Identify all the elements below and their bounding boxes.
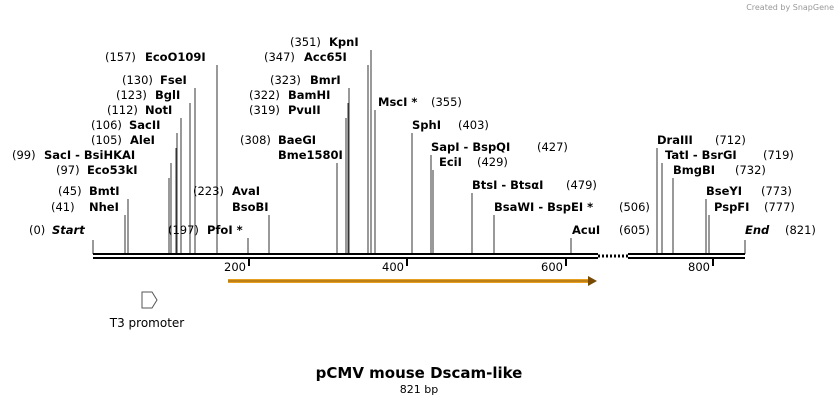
- site-position: (427): [537, 140, 568, 154]
- site-position: (712): [715, 133, 746, 147]
- site-name: Acc65I: [304, 50, 347, 64]
- site-name: DraIII: [657, 133, 693, 147]
- site-position: (773): [761, 184, 792, 198]
- site-name: BmrI: [310, 73, 341, 87]
- site-position: (322): [249, 88, 280, 102]
- site-name: Start: [52, 223, 85, 237]
- site-position: (777): [764, 200, 795, 214]
- ruler-label: 200: [224, 260, 246, 274]
- site-name: AvaI: [232, 184, 260, 198]
- site-position: (157): [105, 50, 136, 64]
- site-position: (308): [240, 133, 271, 147]
- site-position: (347): [264, 50, 295, 64]
- promoter-arrow: [141, 291, 158, 309]
- map-title: pCMV mouse Dscam-like: [316, 364, 523, 382]
- site-name: AleI: [130, 133, 155, 147]
- site-position: (355): [431, 95, 462, 109]
- site-position: (45): [58, 184, 82, 198]
- site-name: BsaWI - BspEI *: [494, 200, 593, 214]
- site-position: (112): [107, 103, 138, 117]
- site-name: SacII: [129, 118, 160, 132]
- site-name: EcoO109I: [145, 50, 206, 64]
- credit: Created by SnapGene: [746, 3, 834, 12]
- map-length: 821 bp: [400, 383, 438, 396]
- site-name: BtsI - BtsαI: [472, 178, 543, 192]
- site-name: BamHI: [288, 88, 330, 102]
- site-position: (99): [12, 148, 36, 162]
- site-name: BseYI: [706, 184, 742, 198]
- site-name: AcuI: [572, 223, 600, 237]
- site-position: (323): [270, 73, 301, 87]
- site-position: (479): [566, 178, 597, 192]
- site-position: (106): [91, 118, 122, 132]
- site-name: MscI *: [378, 95, 417, 109]
- site-position: (319): [249, 103, 280, 117]
- site-position: (821): [785, 223, 816, 237]
- ruler-label: 600: [541, 260, 563, 274]
- site-position: (223): [193, 184, 224, 198]
- site-name: End: [745, 223, 770, 237]
- site-name: BsoBI: [232, 200, 269, 214]
- site-name: SacI - BsiHKAI: [44, 148, 135, 162]
- site-position: (130): [122, 73, 153, 87]
- site-name: EciI: [439, 155, 462, 169]
- ruler-label: 800: [688, 260, 710, 274]
- site-name: PspFI: [714, 200, 749, 214]
- ruler-label: 400: [382, 260, 404, 274]
- site-name: FseI: [160, 73, 187, 87]
- site-name: SapI - BspQI: [431, 140, 510, 154]
- site-position: (197): [168, 223, 199, 237]
- site-name: BmgBI: [673, 163, 715, 177]
- site-position: (0): [29, 223, 45, 237]
- site-name: SphI: [412, 118, 441, 132]
- feature-label: T3 promoter: [109, 316, 185, 330]
- site-position: (403): [458, 118, 489, 132]
- site-name: NheI: [89, 200, 119, 214]
- site-position: (719): [763, 148, 794, 162]
- site-position: (605): [619, 223, 650, 237]
- site-name: BglI: [155, 88, 180, 102]
- site-name: Eco53kI: [87, 163, 138, 177]
- site-position: (97): [56, 163, 80, 177]
- site-name: KpnI: [329, 35, 359, 49]
- site-name: NotI: [145, 103, 172, 117]
- site-name: BaeGI: [278, 133, 316, 147]
- site-name: Bme1580I: [278, 148, 343, 162]
- site-position: (105): [91, 133, 122, 147]
- site-position: (732): [735, 163, 766, 177]
- site-position: (506): [619, 200, 650, 214]
- site-position: (351): [290, 35, 321, 49]
- site-name: BmtI: [89, 184, 120, 198]
- site-name: TatI - BsrGI: [665, 148, 737, 162]
- orf-arrow: [228, 276, 597, 286]
- site-position: (123): [116, 88, 147, 102]
- backbone: [93, 253, 745, 259]
- site-position: (41): [51, 200, 75, 214]
- site-name: PvuII: [288, 103, 321, 117]
- site-name: PfoI *: [207, 223, 243, 237]
- site-position: (429): [477, 155, 508, 169]
